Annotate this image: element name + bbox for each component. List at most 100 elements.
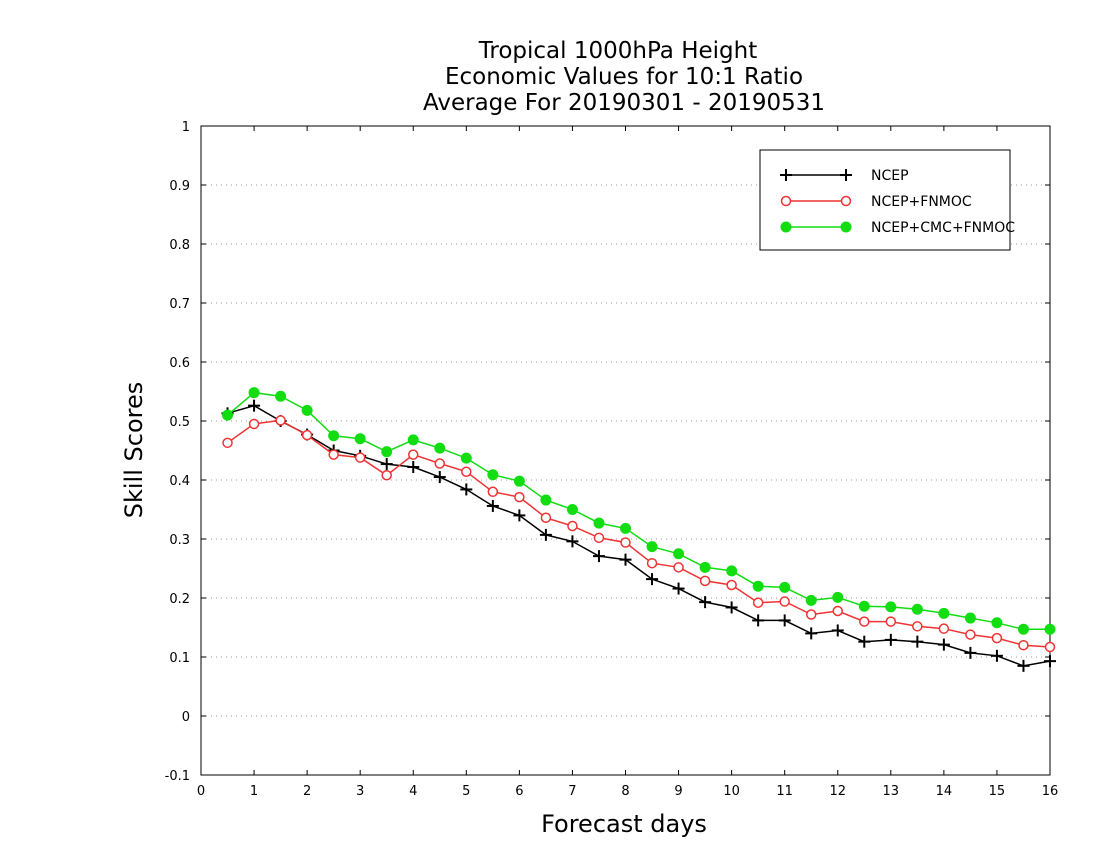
series-ncep-fnmoc xyxy=(222,415,1056,653)
series-line-ncep-cmc-fnmoc xyxy=(227,391,1050,631)
data-point-ncep-fnmoc xyxy=(514,491,525,503)
x-tick-label: 4 xyxy=(409,784,417,799)
data-point-ncep xyxy=(672,582,685,595)
x-tick-label: 15 xyxy=(989,784,1006,799)
data-point-ncep-fnmoc xyxy=(275,415,286,426)
y-axis-label: Skill Scores xyxy=(120,382,148,519)
data-point-ncep xyxy=(1017,659,1030,672)
data-point-ncep-cmc-fnmoc xyxy=(566,504,578,515)
data-point-ncep-fnmoc xyxy=(620,537,631,548)
data-point-ncep-cmc-fnmoc xyxy=(301,404,313,416)
data-point-ncep-cmc-fnmoc xyxy=(911,603,923,615)
data-point-ncep xyxy=(911,635,924,648)
y-tick-label: 0.9 xyxy=(169,179,190,194)
x-tick-label: 3 xyxy=(356,784,364,799)
data-point-ncep-fnmoc xyxy=(301,429,313,441)
legend: NCEP NCEP+FNMOC NCEP+CMC+FNMOC xyxy=(759,149,1015,251)
series-ncep-cmc-fnmoc xyxy=(222,387,1056,635)
x-tick-label: 8 xyxy=(621,784,629,799)
data-point-ncep-cmc-fnmoc xyxy=(1017,623,1029,635)
x-tick-label: 12 xyxy=(829,784,846,799)
x-axis-label: Forecast days xyxy=(541,810,707,838)
legend-label: NCEP+FNMOC xyxy=(871,194,972,210)
data-point-ncep-cmc-fnmoc xyxy=(991,617,1003,629)
data-point-ncep-cmc-fnmoc xyxy=(646,541,658,553)
data-point-ncep-fnmoc xyxy=(699,575,711,587)
legend-marker xyxy=(780,169,792,181)
y-tick-label: 0.8 xyxy=(169,238,190,253)
data-point-ncep xyxy=(460,483,473,496)
data-point-ncep-cmc-fnmoc xyxy=(354,433,366,445)
legend-label: NCEP xyxy=(871,168,909,184)
data-point-ncep-cmc-fnmoc xyxy=(513,475,525,487)
data-point-ncep xyxy=(1044,655,1056,668)
data-point-ncep-fnmoc xyxy=(408,449,419,460)
x-tick-label: 10 xyxy=(723,784,740,799)
legend-marker xyxy=(840,195,852,207)
data-point-ncep-fnmoc xyxy=(381,470,392,481)
data-point-ncep xyxy=(539,528,552,541)
data-point-ncep-cmc-fnmoc xyxy=(779,581,791,593)
data-point-ncep-fnmoc xyxy=(805,609,817,620)
data-point-ncep xyxy=(619,553,632,566)
data-point-ncep-fnmoc xyxy=(487,486,499,498)
legend-marker xyxy=(780,195,792,207)
y-tick-label: 0.2 xyxy=(169,592,190,607)
x-tick-label: 9 xyxy=(674,784,682,799)
legend-marker xyxy=(840,221,852,233)
data-point-ncep xyxy=(566,535,579,548)
data-point-ncep-fnmoc xyxy=(646,557,658,569)
x-tick-label: 6 xyxy=(515,784,523,799)
data-point-ncep-cmc-fnmoc xyxy=(407,434,419,446)
data-point-ncep-cmc-fnmoc xyxy=(620,522,631,534)
data-point-ncep xyxy=(884,633,897,646)
data-point-ncep xyxy=(248,399,261,412)
data-point-ncep-fnmoc xyxy=(248,418,260,430)
data-point-ncep-fnmoc xyxy=(726,579,737,591)
x-tick-label: 7 xyxy=(568,784,576,799)
data-point-ncep xyxy=(805,627,818,640)
data-point-ncep-cmc-fnmoc xyxy=(593,517,605,529)
data-point-ncep-fnmoc xyxy=(752,597,764,608)
data-point-ncep-fnmoc xyxy=(567,520,578,532)
data-point-ncep-fnmoc xyxy=(593,532,605,544)
data-point-ncep-cmc-fnmoc xyxy=(832,591,844,603)
data-point-ncep-fnmoc xyxy=(912,621,923,632)
title-line-2: Economic Values for 10:1 Ratio xyxy=(445,64,803,90)
data-point-ncep-fnmoc xyxy=(1044,641,1056,653)
data-point-ncep xyxy=(699,596,712,609)
axis-ticks: -0.100.10.20.30.40.50.60.70.80.910 1 2 3 4 5 6… xyxy=(165,120,1059,799)
data-point-ncep xyxy=(990,649,1003,662)
data-point-ncep-fnmoc xyxy=(1018,639,1029,651)
data-point-ncep-cmc-fnmoc xyxy=(673,548,685,560)
x-tick-label: 14 xyxy=(936,784,953,799)
y-tick-label: 1 xyxy=(182,120,190,135)
data-point-ncep-fnmoc xyxy=(354,452,366,463)
data-point-ncep-cmc-fnmoc xyxy=(805,594,817,606)
data-point-ncep-cmc-fnmoc xyxy=(248,387,260,399)
legend-marker xyxy=(840,169,852,181)
y-tick-label: 0.7 xyxy=(169,297,190,312)
legend-box xyxy=(759,149,1011,251)
data-point-ncep-cmc-fnmoc xyxy=(540,494,552,506)
data-point-ncep-fnmoc xyxy=(991,632,1003,644)
x-tick-label: 13 xyxy=(883,784,900,799)
data-point-ncep-cmc-fnmoc xyxy=(1044,623,1056,635)
data-point-ncep xyxy=(513,509,526,522)
y-tick-label: 0.4 xyxy=(169,474,190,489)
data-point-ncep-fnmoc xyxy=(540,512,552,524)
data-point-ncep-fnmoc xyxy=(965,629,976,640)
data-point-ncep-fnmoc xyxy=(832,605,843,617)
legend-marker xyxy=(780,221,792,233)
legend-entry-ncep-fnmoc: NCEP+FNMOC xyxy=(780,194,972,210)
x-tick-label: 5 xyxy=(462,784,470,799)
data-point-ncep xyxy=(964,646,977,659)
y-tick-label: -0.1 xyxy=(165,769,190,784)
data-point-ncep-cmc-fnmoc xyxy=(726,565,738,577)
legend-label: NCEP+CMC+FNMOC xyxy=(871,220,1015,236)
y-tick-label: 0 xyxy=(182,710,190,725)
data-point-ncep-fnmoc xyxy=(938,623,950,634)
legend-entries: NCEP NCEP+FNMOC NCEP+CMC+FNMOC xyxy=(780,168,1015,236)
data-point-ncep xyxy=(858,635,871,648)
